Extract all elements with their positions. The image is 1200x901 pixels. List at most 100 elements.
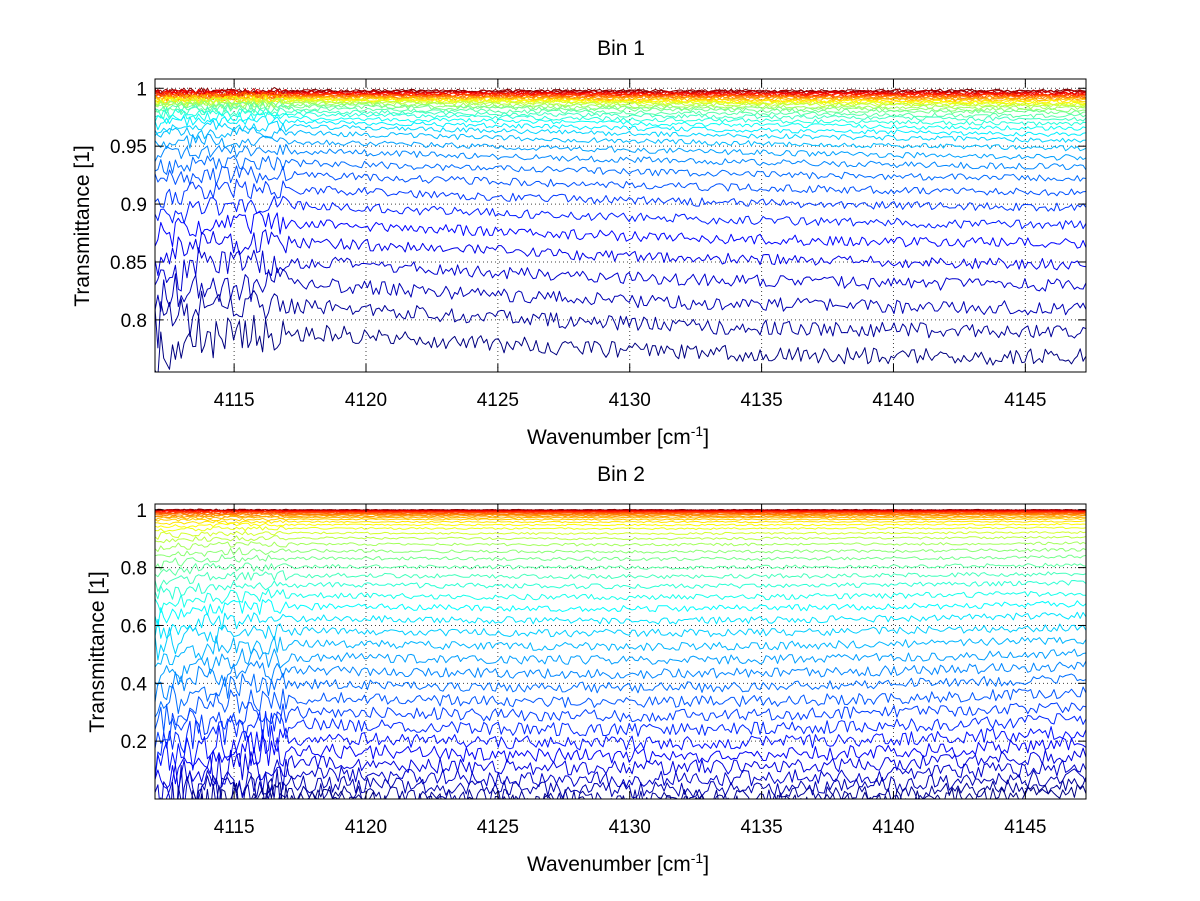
series-line <box>155 229 1086 276</box>
series-line <box>155 314 1086 372</box>
series-line <box>155 535 1086 544</box>
x-tick-label: 4115 <box>214 817 255 838</box>
series-line <box>177 775 1086 799</box>
series-line <box>155 513 1086 517</box>
series-line <box>155 93 1086 103</box>
x-tick-label: 4130 <box>609 390 651 411</box>
series-line <box>155 522 1086 529</box>
series-line <box>155 133 1086 161</box>
axes-frame-bin1 <box>154 78 1087 373</box>
axes-frame-bin2 <box>154 503 1087 800</box>
series-line <box>155 530 1086 540</box>
series-line <box>155 155 1086 182</box>
series-line <box>155 92 1086 101</box>
series-line <box>155 635 1086 668</box>
x-tick-label: 4145 <box>1004 817 1046 838</box>
y-tick-label: 0.8 <box>121 311 147 332</box>
series-line <box>155 515 1086 521</box>
x-tick-label: 4115 <box>214 390 255 411</box>
series-line <box>155 735 1086 789</box>
series-line <box>155 126 1086 152</box>
y-tick-label: 0.8 <box>121 559 147 580</box>
series-line <box>155 178 1086 212</box>
y-axis-label-bin2: Transmittance [1] <box>86 571 109 732</box>
series-line <box>155 686 1086 733</box>
x-axis-label-sup-bin2: -1 <box>691 850 704 866</box>
series-line <box>155 517 1086 522</box>
series-line <box>155 290 1086 349</box>
x-tick-label: 4135 <box>740 817 782 838</box>
panel-bin1: Bin 1 4115 4120 4125 4130 4135 4140 4145 0.8 0.8… <box>71 37 1087 449</box>
series-line <box>155 106 1086 122</box>
chart-title-bin2: Bin 2 <box>597 463 645 486</box>
y-tick-label: 1 <box>136 501 147 522</box>
series-line <box>155 93 1086 103</box>
series-line <box>155 143 1086 171</box>
y-tick-label: 0.6 <box>121 616 147 637</box>
x-axis-label-bin1: Wavenumber [cm-1] <box>527 423 709 449</box>
series-line <box>155 758 1086 799</box>
ticks-bin2: 4115 4120 4125 4130 4135 4140 4145 0.2 0.4 0.6 0.8… <box>121 501 1086 838</box>
y-tick-label: 0.95 <box>110 137 147 158</box>
x-tick-label: 4140 <box>872 390 914 411</box>
series-line <box>155 96 1086 107</box>
y-tick-label: 0.2 <box>121 732 147 753</box>
series-line <box>155 111 1086 131</box>
ticks-bin1: 4115 4120 4125 4130 4135 4140 4145 0.8 0.85 0.9 0.… <box>110 79 1086 411</box>
series-group-bin2 <box>155 508 1086 799</box>
grid-bin1 <box>155 79 1086 372</box>
series-line <box>155 648 1086 686</box>
series-group-bin1 <box>155 87 1086 372</box>
series-line <box>155 541 1086 552</box>
series-line <box>155 519 1086 526</box>
x-tick-label: 4145 <box>1004 390 1046 411</box>
y-tick-label: 0.85 <box>110 253 147 274</box>
x-tick-label: 4130 <box>609 817 651 838</box>
series-line <box>155 165 1086 197</box>
series-line <box>155 611 1086 639</box>
series-line <box>155 702 1086 749</box>
series-line <box>155 710 1086 778</box>
series-line <box>159 768 1086 799</box>
series-line <box>155 623 1086 661</box>
series-line <box>155 547 1086 558</box>
x-axis-label-text-bin2: Wavenumber [cm <box>527 853 691 876</box>
x-tick-label: 4120 <box>345 390 387 411</box>
series-line <box>155 195 1086 230</box>
series-line <box>155 211 1086 249</box>
y-tick-label: 0.4 <box>121 674 148 695</box>
x-axis-label-end-bin1: ] <box>703 426 709 449</box>
series-line <box>155 660 1086 703</box>
x-axis-label-sup-bin1: -1 <box>691 423 704 439</box>
series-line <box>155 562 1086 578</box>
series-line <box>155 101 1086 115</box>
x-tick-label: 4140 <box>872 817 914 838</box>
series-line <box>155 588 1086 614</box>
series-line <box>155 525 1086 532</box>
x-axis-label-end-bin2: ] <box>703 853 709 876</box>
panel-bin2: Bin 2 4115 4120 4125 4130 4135 4140 4145 0.2 0.4… <box>86 463 1087 876</box>
series-line <box>155 247 1086 292</box>
y-axis-label-bin1: Transmittance [1] <box>71 145 94 306</box>
series-line <box>155 512 1086 516</box>
x-tick-label: 4125 <box>477 817 519 838</box>
series-line <box>165 747 1086 799</box>
series-line <box>155 88 1086 96</box>
x-tick-label: 4120 <box>345 817 387 838</box>
series-line <box>155 514 1086 518</box>
series-line <box>155 554 1086 571</box>
x-tick-label: 4135 <box>740 390 782 411</box>
series-line <box>155 267 1086 316</box>
y-tick-label: 0.9 <box>121 195 147 216</box>
series-line <box>155 119 1086 143</box>
y-tick-label: 1 <box>136 79 147 100</box>
series-line <box>155 599 1086 628</box>
series-line <box>155 725 1086 780</box>
series-line <box>155 580 1086 600</box>
x-axis-label-text-bin1: Wavenumber [cm <box>527 426 691 449</box>
series-line <box>155 511 1086 515</box>
x-axis-label-bin2: Wavenumber [cm-1] <box>527 850 709 876</box>
series-line <box>155 115 1086 137</box>
x-tick-label: 4125 <box>477 390 519 411</box>
